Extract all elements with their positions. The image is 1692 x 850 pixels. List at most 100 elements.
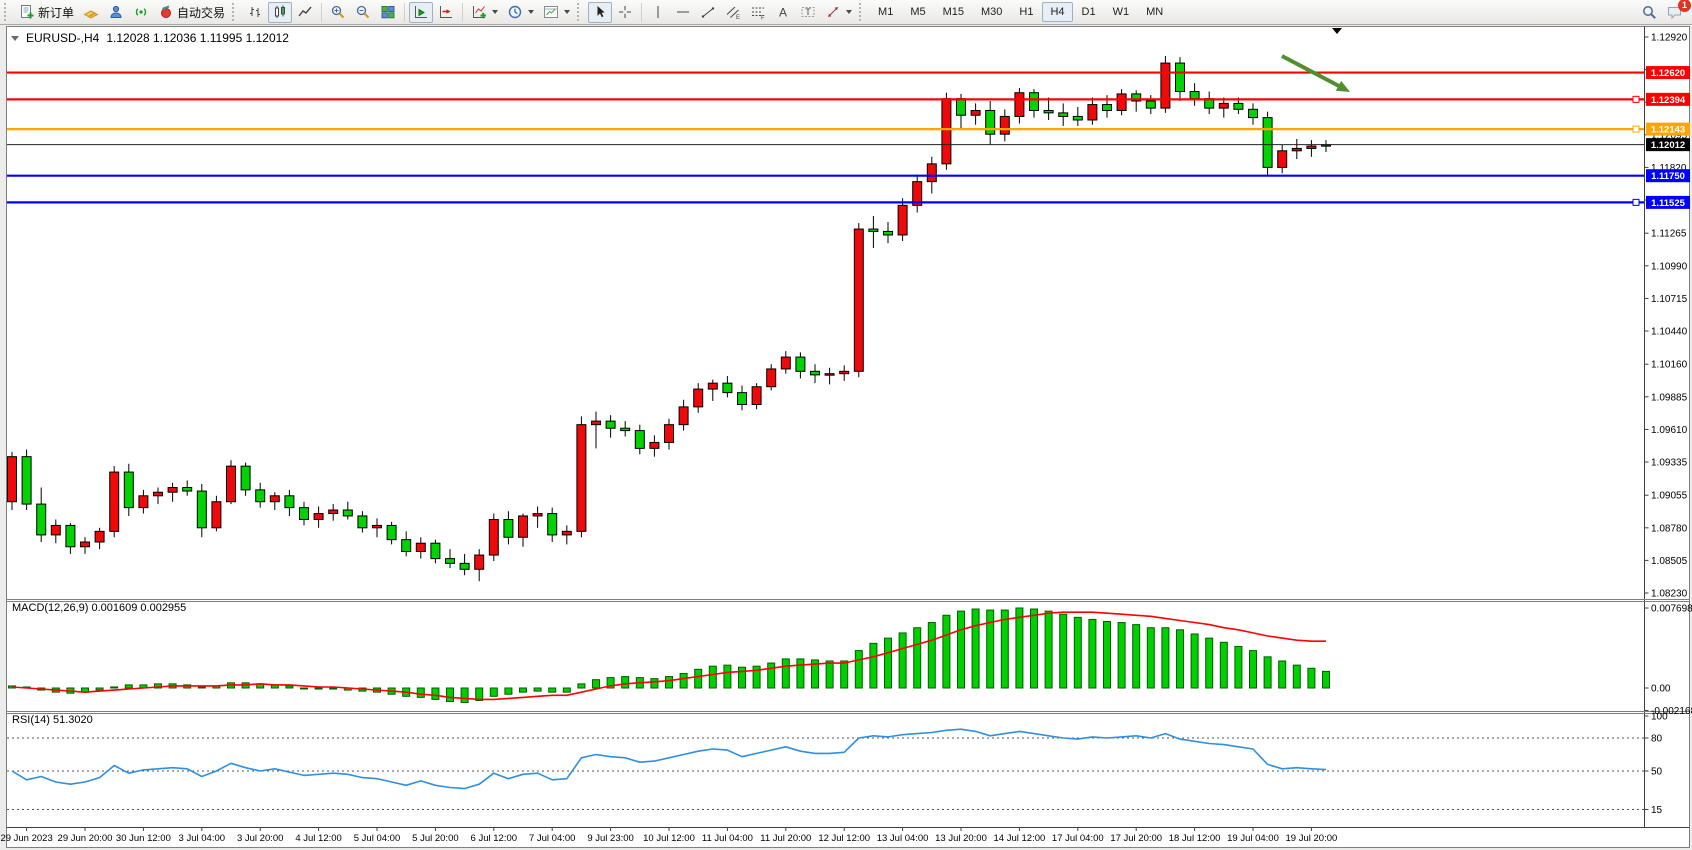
bar-chart-button[interactable]: [243, 2, 267, 23]
crosshair-tool-button[interactable]: [613, 2, 637, 23]
fibonacci-tool-button[interactable]: F: [746, 2, 770, 23]
svg-text:1.10160: 1.10160: [1651, 360, 1688, 371]
candle: [999, 115, 1010, 135]
svg-text:100: 100: [1651, 712, 1668, 723]
period-button[interactable]: [503, 2, 538, 23]
line-chart-button[interactable]: [293, 2, 317, 23]
svg-text:A: A: [779, 6, 787, 20]
macd-bar: [533, 687, 542, 692]
macd-bar: [577, 683, 586, 689]
arrows-tool-button[interactable]: [821, 2, 856, 23]
horizontal-line-tool-button[interactable]: [671, 2, 695, 23]
profile-button[interactable]: [104, 2, 128, 23]
timeframe-d1-button[interactable]: D1: [1081, 6, 1096, 18]
macd-bar: [781, 658, 790, 689]
candle: [21, 456, 32, 505]
candle: [912, 181, 923, 206]
zoom-out-button[interactable]: [351, 2, 375, 23]
equidistant-channel-tool-button[interactable]: E: [721, 2, 745, 23]
toolbar-grip[interactable]: [859, 3, 865, 21]
cursor-tool-button[interactable]: [588, 1, 613, 23]
macd-bar: [942, 614, 951, 689]
channel-icon: E: [726, 6, 740, 20]
text-tool-button[interactable]: A: [771, 2, 795, 23]
svg-text:3 Jul 04:00: 3 Jul 04:00: [179, 833, 225, 844]
macd-bar: [1146, 627, 1155, 689]
candle: [664, 424, 674, 443]
toolbar-grip[interactable]: [4, 3, 10, 21]
zoom-in-button[interactable]: [326, 2, 350, 23]
auto-scroll-button[interactable]: [409, 1, 434, 23]
candlestick-chart-button[interactable]: [268, 1, 293, 23]
candle: [1014, 92, 1025, 117]
svg-text:5 Jul 20:00: 5 Jul 20:00: [412, 833, 458, 844]
macd-bar: [898, 632, 907, 689]
candle: [678, 406, 689, 426]
candle: [109, 471, 120, 532]
macd-bar: [1030, 608, 1038, 689]
candle: [868, 228, 879, 232]
line-handle[interactable]: [1632, 198, 1640, 206]
candle: [649, 441, 660, 449]
svg-text:1.10715: 1.10715: [1651, 294, 1688, 305]
trendline-tool-button[interactable]: [696, 2, 720, 23]
toolbar-grip[interactable]: [577, 3, 583, 21]
collapse-arrow-icon[interactable]: [11, 35, 19, 41]
svg-text:15: 15: [1651, 805, 1663, 816]
chart-shift-button[interactable]: [434, 2, 458, 23]
timeframe-h1-button[interactable]: H1: [1019, 6, 1034, 18]
candle: [1248, 108, 1258, 119]
svg-text:18 Jul 12:00: 18 Jul 12:00: [1169, 833, 1221, 844]
annotation-arrow[interactable]: [1281, 54, 1350, 92]
timeframe-mn-button[interactable]: MN: [1146, 6, 1164, 18]
candle: [518, 515, 528, 538]
timeframe-h4-button[interactable]: H4: [1042, 2, 1073, 22]
line-handle[interactable]: [1632, 95, 1640, 103]
dropdown-caret: [492, 10, 499, 14]
candle: [153, 491, 163, 497]
macd-bar: [124, 684, 133, 689]
candle: [766, 368, 777, 388]
rsi-indicator-label: RSI(14) 51.3020: [12, 714, 93, 726]
notifications-button[interactable]: 1: [1663, 0, 1691, 23]
macd-indicator-label: MACD(12,26,9) 0.001609 0.002955: [12, 602, 187, 614]
svg-text:3 Jul 20:00: 3 Jul 20:00: [237, 833, 283, 844]
chart-header: EURUSD-,H4 1.12028 1.12036 1.11995 1.120…: [11, 31, 289, 45]
line-handle[interactable]: [1632, 125, 1640, 133]
candle: [561, 530, 572, 536]
candle: [36, 503, 47, 536]
macd-bar: [796, 658, 805, 689]
candle: [401, 539, 412, 553]
macd-bar: [300, 687, 308, 690]
candle: [1145, 100, 1156, 109]
timeframe-m5-button[interactable]: M5: [910, 6, 926, 18]
tile-windows-button[interactable]: [376, 2, 400, 23]
timeframe-m15-button[interactable]: M15: [942, 6, 964, 18]
svg-text:1.12394: 1.12394: [1651, 95, 1686, 106]
autotrading-button[interactable]: 自动交易: [154, 2, 229, 23]
vertical-line-tool-button[interactable]: [646, 2, 670, 23]
candle: [1102, 104, 1112, 112]
panel-splitter[interactable]: [6, 599, 1690, 714]
toolbar-grip[interactable]: [232, 3, 238, 21]
svg-text:13 Jul 20:00: 13 Jul 20:00: [935, 833, 987, 844]
rsi-levels: 100 80 50 15: [7, 712, 1668, 816]
timeframe-m1-button[interactable]: M1: [878, 6, 894, 18]
cursor-icon: [597, 6, 605, 18]
svg-text:50: 50: [1651, 767, 1663, 778]
macd-bar: [1073, 616, 1082, 689]
new-order-button[interactable]: 新订单: [15, 2, 78, 23]
signals-button[interactable]: [129, 2, 153, 23]
timeframe-w1-button[interactable]: W1: [1112, 6, 1130, 18]
timeframe-m30-button[interactable]: M30: [981, 6, 1003, 18]
macd-bar: [665, 676, 673, 689]
svg-text:80: 80: [1651, 734, 1663, 745]
charts-button[interactable]: [79, 2, 103, 23]
indicators-button[interactable]: [467, 2, 502, 23]
template-button[interactable]: [539, 2, 574, 23]
candle: [386, 524, 397, 541]
text-label-tool-button[interactable]: T: [796, 2, 820, 23]
horizontal-lines[interactable]: [7, 71, 1644, 206]
search-button[interactable]: [1637, 2, 1662, 23]
